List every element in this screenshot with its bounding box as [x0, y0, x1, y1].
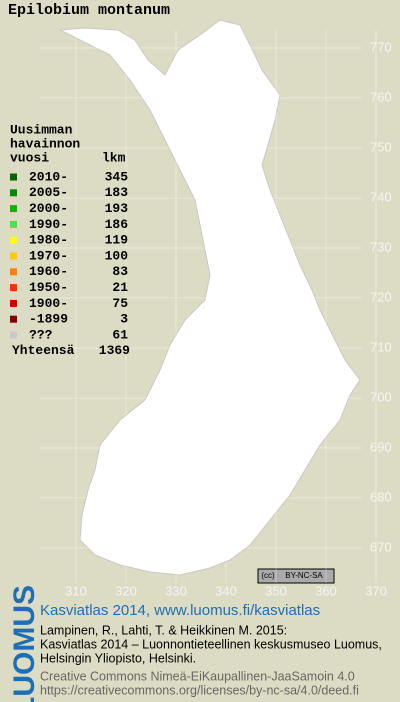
legend-heading: vuosi	[10, 150, 49, 165]
legend-count: 183	[105, 185, 129, 200]
legend-count: 21	[112, 280, 128, 295]
legend-heading: Uusimman	[10, 122, 73, 137]
y-tick-label: 770	[370, 39, 392, 54]
legend-label: 1900-	[29, 296, 68, 311]
license-line: https://creativecommons.org/licenses/by-…	[40, 683, 359, 697]
finland-outline	[58, 19, 361, 576]
legend-swatch	[10, 220, 17, 228]
legend-label: -1899	[29, 312, 68, 327]
badge-box	[257, 568, 335, 584]
legend-swatch	[10, 331, 17, 339]
legend-swatch	[10, 173, 17, 181]
legend-total-label: Yhteensä	[12, 343, 75, 358]
y-tick-label: 760	[370, 89, 392, 104]
x-tick-label: 350	[265, 583, 287, 598]
citation-line: Kasviatlas 2014 – Luonnontieteellinen ke…	[40, 637, 382, 651]
legend-label: ???	[29, 327, 53, 342]
atlas-link[interactable]: Kasviatlas 2014, www.luomus.fi/kasviatla…	[40, 602, 320, 619]
legend-count: 119	[105, 233, 129, 248]
legend-swatch	[10, 189, 17, 197]
legend-count: 100	[105, 248, 129, 263]
legend-swatch	[10, 205, 17, 213]
y-tick-label: 700	[370, 389, 392, 404]
cc-badge: (cc) BY-NC-SA	[257, 568, 335, 584]
legend-count-heading: lkm	[102, 150, 126, 165]
x-tick-label: 320	[115, 583, 137, 598]
legend-swatch	[10, 315, 17, 323]
y-tick-label: 670	[370, 539, 392, 554]
y-tick-label: 750	[370, 139, 392, 154]
legend-total: 1369	[99, 343, 130, 358]
legend-swatch	[10, 252, 17, 260]
legend-label: 1990-	[29, 217, 68, 232]
legend-swatch	[10, 236, 17, 244]
legend-swatch	[10, 299, 17, 307]
legend-heading: havainnon	[10, 136, 80, 151]
x-tick-label: 330	[165, 583, 187, 598]
badge-text: BY-NC-SA	[285, 571, 323, 580]
y-tick-label: 720	[370, 289, 392, 304]
y-tick-label: 730	[370, 239, 392, 254]
legend-swatch	[10, 284, 17, 292]
cc-symbol: (cc)	[261, 571, 275, 580]
x-tick-label: 370	[365, 583, 387, 598]
species-title: Epilobium montanum	[8, 2, 170, 19]
y-tick-label: 690	[370, 439, 392, 454]
legend-count: 193	[105, 201, 129, 216]
x-tick-label: 360	[315, 583, 337, 598]
legend-label: 1970-	[29, 248, 68, 263]
legend-swatch	[10, 268, 17, 276]
x-tick-label: 310	[65, 583, 87, 598]
legend-label: 1980-	[29, 233, 68, 248]
y-tick-label: 680	[370, 489, 392, 504]
citation-line: Helsingin Yliopisto, Helsinki.	[40, 651, 196, 665]
legend-count: 75	[112, 296, 128, 311]
citation-line: Lampinen, R., Lahti, T. & Heikkinen M. 2…	[40, 623, 287, 637]
legend-count: 61	[112, 327, 128, 342]
license-line: Creative Commons Nimeä-EiKaupallinen-Jaa…	[40, 669, 355, 683]
y-tick-label: 710	[370, 339, 392, 354]
legend-count: 345	[105, 169, 129, 184]
legend-count: 83	[112, 264, 128, 279]
legend-count: 186	[105, 217, 129, 232]
legend-label: 2000-	[29, 201, 68, 216]
luomus-logo: LUOMUS	[8, 585, 41, 702]
legend-label: 2005-	[29, 185, 68, 200]
legend-label: 1960-	[29, 264, 68, 279]
legend-label: 1950-	[29, 280, 68, 295]
legend-count: 3	[120, 312, 128, 327]
x-tick-label: 340	[215, 583, 237, 598]
y-tick-label: 740	[370, 189, 392, 204]
legend-label: 2010-	[29, 169, 68, 184]
